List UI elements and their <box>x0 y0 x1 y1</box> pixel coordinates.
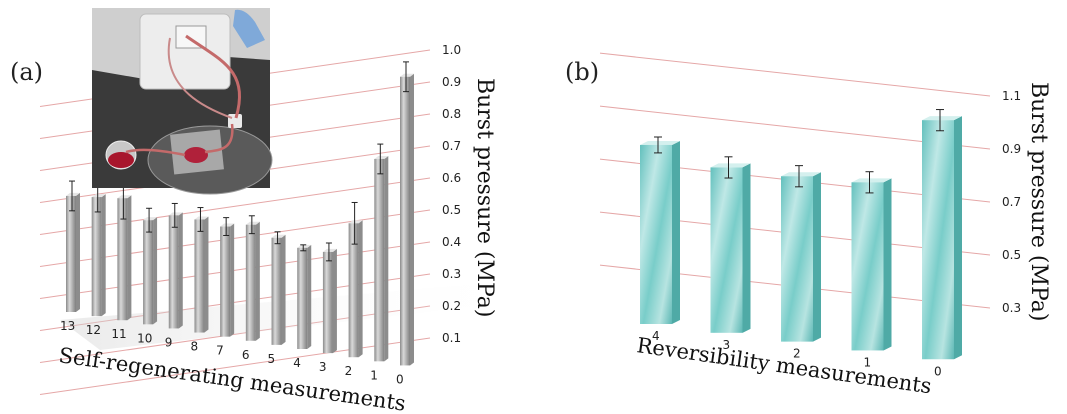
category-label: 3 <box>723 338 731 352</box>
error-bar <box>865 171 874 194</box>
ytick-label: 0.7 <box>1002 195 1021 209</box>
category-label: 13 <box>60 319 75 333</box>
bar <box>640 140 680 324</box>
error-bar <box>377 143 384 175</box>
bar <box>220 223 235 337</box>
category-label: 10 <box>137 331 152 345</box>
experimental-setup-photo-icon <box>92 8 273 195</box>
bar <box>168 212 183 329</box>
error-bar <box>351 201 358 245</box>
error-bar <box>223 217 230 236</box>
category-label: 3 <box>319 360 327 374</box>
bar <box>781 172 821 342</box>
gridline <box>599 52 991 97</box>
ytick-label: 0.4 <box>442 235 461 249</box>
bar <box>143 217 158 325</box>
category-label: 11 <box>111 327 126 341</box>
error-bar <box>248 215 255 235</box>
panel-a-categories: 13 12 11 10 9 8 7 6 5 4 3 2 1 0 <box>60 319 404 386</box>
bar <box>922 116 962 360</box>
category-label: 0 <box>396 372 404 386</box>
error-bar <box>171 202 178 228</box>
ytick-label: 0.3 <box>1002 301 1021 315</box>
panel-b-yticks: 0.3 0.5 0.7 0.9 1.1 <box>1002 89 1021 315</box>
error-bar <box>325 242 332 262</box>
bar <box>322 248 337 354</box>
ytick-label: 0.6 <box>442 171 461 185</box>
panel-b-bars <box>640 109 962 360</box>
panel-b-ylabel: Burst pressure (MPa) <box>1026 82 1051 322</box>
bar <box>271 234 286 345</box>
ytick-label: 0.3 <box>442 267 461 281</box>
error-bar <box>724 156 733 179</box>
category-label: 1 <box>864 355 872 369</box>
error-bar <box>300 244 307 252</box>
category-label: 4 <box>293 356 301 370</box>
category-label: 1 <box>370 368 378 382</box>
category-label: 8 <box>190 340 198 354</box>
ytick-label: 0.5 <box>1002 248 1021 262</box>
bar <box>194 216 209 333</box>
ytick-label: 1.0 <box>442 43 461 57</box>
bar <box>91 194 106 317</box>
gridline <box>39 337 431 396</box>
category-label: 2 <box>793 347 801 361</box>
error-bar <box>795 165 803 188</box>
bar <box>374 155 389 362</box>
bar <box>66 192 80 312</box>
bar <box>348 220 363 358</box>
category-label: 4 <box>652 329 660 343</box>
bar <box>400 73 414 366</box>
panel-b-categories: 4 3 2 1 0 <box>652 329 942 378</box>
error-bar <box>936 109 944 132</box>
panel-a-label: (a) <box>10 58 44 86</box>
bar <box>851 178 892 351</box>
bar <box>117 195 132 321</box>
category-label: 7 <box>216 344 224 358</box>
error-bar <box>274 231 281 245</box>
bar <box>297 244 312 349</box>
ytick-label: 0.8 <box>442 107 461 121</box>
bar <box>710 163 751 333</box>
category-label: 5 <box>268 352 276 366</box>
panel-a-yticks: 0.1 0.2 0.3 0.4 0.5 0.6 0.7 0.8 0.9 1.0 <box>442 43 461 345</box>
error-bar <box>654 136 662 154</box>
ytick-label: 0.7 <box>442 139 461 153</box>
error-bar <box>69 180 75 212</box>
ytick-label: 0.9 <box>1002 142 1021 156</box>
ytick-label: 0.2 <box>442 299 461 313</box>
error-bar <box>403 61 409 93</box>
error-bar <box>197 207 204 232</box>
ytick-label: 0.9 <box>442 75 461 89</box>
ytick-label: 0.5 <box>442 203 461 217</box>
bar <box>245 221 260 341</box>
category-label: 2 <box>345 364 353 378</box>
panel-b-label: (b) <box>565 58 600 86</box>
ytick-label: 0.1 <box>442 331 461 345</box>
category-label: 12 <box>86 323 101 337</box>
category-label: 6 <box>242 348 250 362</box>
panel-a-bars <box>66 61 414 366</box>
category-label: 0 <box>934 364 942 378</box>
ytick-label: 1.1 <box>1002 89 1021 103</box>
error-bar <box>146 207 153 233</box>
category-label: 9 <box>165 335 173 349</box>
panel-a-ylabel: Burst pressure (MPa) <box>472 78 497 318</box>
